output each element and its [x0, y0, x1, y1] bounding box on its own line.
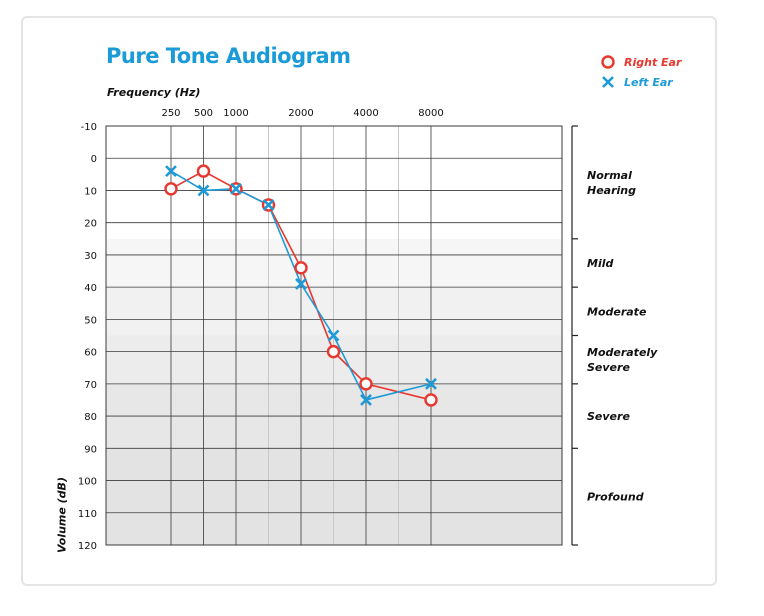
- y-tick-label: 10: [84, 186, 97, 197]
- left-ear-marker: [262, 199, 275, 211]
- hearing-category-label: Normal: [587, 169, 632, 182]
- x-tick-label: 500: [194, 108, 213, 119]
- y-tick-label: 30: [84, 251, 97, 262]
- y-tick-label: 0: [91, 154, 97, 165]
- x-tick-label: 4000: [353, 108, 378, 119]
- y-tick-label: 110: [78, 509, 97, 520]
- legend-label-left-ear: Left Ear: [624, 75, 673, 89]
- left-ear-marker: [165, 165, 177, 178]
- chart-title: Pure Tone Audiogram: [106, 44, 351, 68]
- x-axis-label: Frequency (Hz): [107, 86, 201, 99]
- hearing-category-label: Mild: [587, 257, 613, 270]
- y-tick-label: 90: [84, 444, 97, 455]
- right-ear-marker: [326, 344, 341, 359]
- plot-border: [105, 125, 563, 546]
- legend-item-left-ear: Left Ear: [600, 72, 681, 92]
- y-tick-label: 100: [78, 477, 97, 488]
- left-ear-marker: [230, 182, 242, 195]
- y-tick-label: 40: [84, 283, 97, 294]
- x-tick-label: 250: [161, 108, 180, 119]
- hearing-category-label: Profound: [587, 491, 644, 504]
- left-ear-line: [170, 170, 432, 401]
- right-ear-marker: [424, 393, 438, 407]
- left-ear-marker: [360, 394, 372, 406]
- hearing-category-label: Moderate: [587, 305, 647, 318]
- hearing-category-label: Severe: [587, 361, 630, 374]
- right-ear-marker: [196, 164, 211, 178]
- y-tick-label: 20: [84, 219, 97, 230]
- x-marker-icon: [602, 76, 614, 88]
- x-tick-label: 2000: [288, 108, 313, 119]
- circle-marker-icon: [601, 55, 615, 69]
- left-ear-marker: [197, 184, 210, 197]
- legend-label-right-ear: Right Ear: [624, 55, 682, 69]
- left-ear-marker: [327, 329, 340, 342]
- legend-item-right-ear: Right Ear: [600, 52, 681, 72]
- x-tick-label: 8000: [418, 108, 443, 119]
- right-ear-marker: [294, 261, 308, 275]
- hearing-category-label: Hearing: [587, 184, 636, 197]
- y-tick-label: 60: [84, 348, 97, 359]
- left-ear-marker: [425, 377, 437, 390]
- y-tick-label: 80: [84, 412, 97, 423]
- y-tick-label: 70: [84, 380, 97, 391]
- hearing-category-label: Moderately: [587, 346, 658, 359]
- right-ear-marker: [359, 377, 373, 391]
- y-tick-label: -10: [81, 122, 97, 133]
- y-tick-label: 50: [84, 315, 97, 326]
- legend: Right Ear Left Ear: [600, 52, 681, 92]
- hearing-category-label: Severe: [587, 410, 630, 423]
- right-ear-marker: [164, 182, 178, 196]
- x-tick-label: 1000: [223, 108, 248, 119]
- y-tick-label: 120: [78, 541, 97, 552]
- left-ear-marker: [295, 278, 307, 290]
